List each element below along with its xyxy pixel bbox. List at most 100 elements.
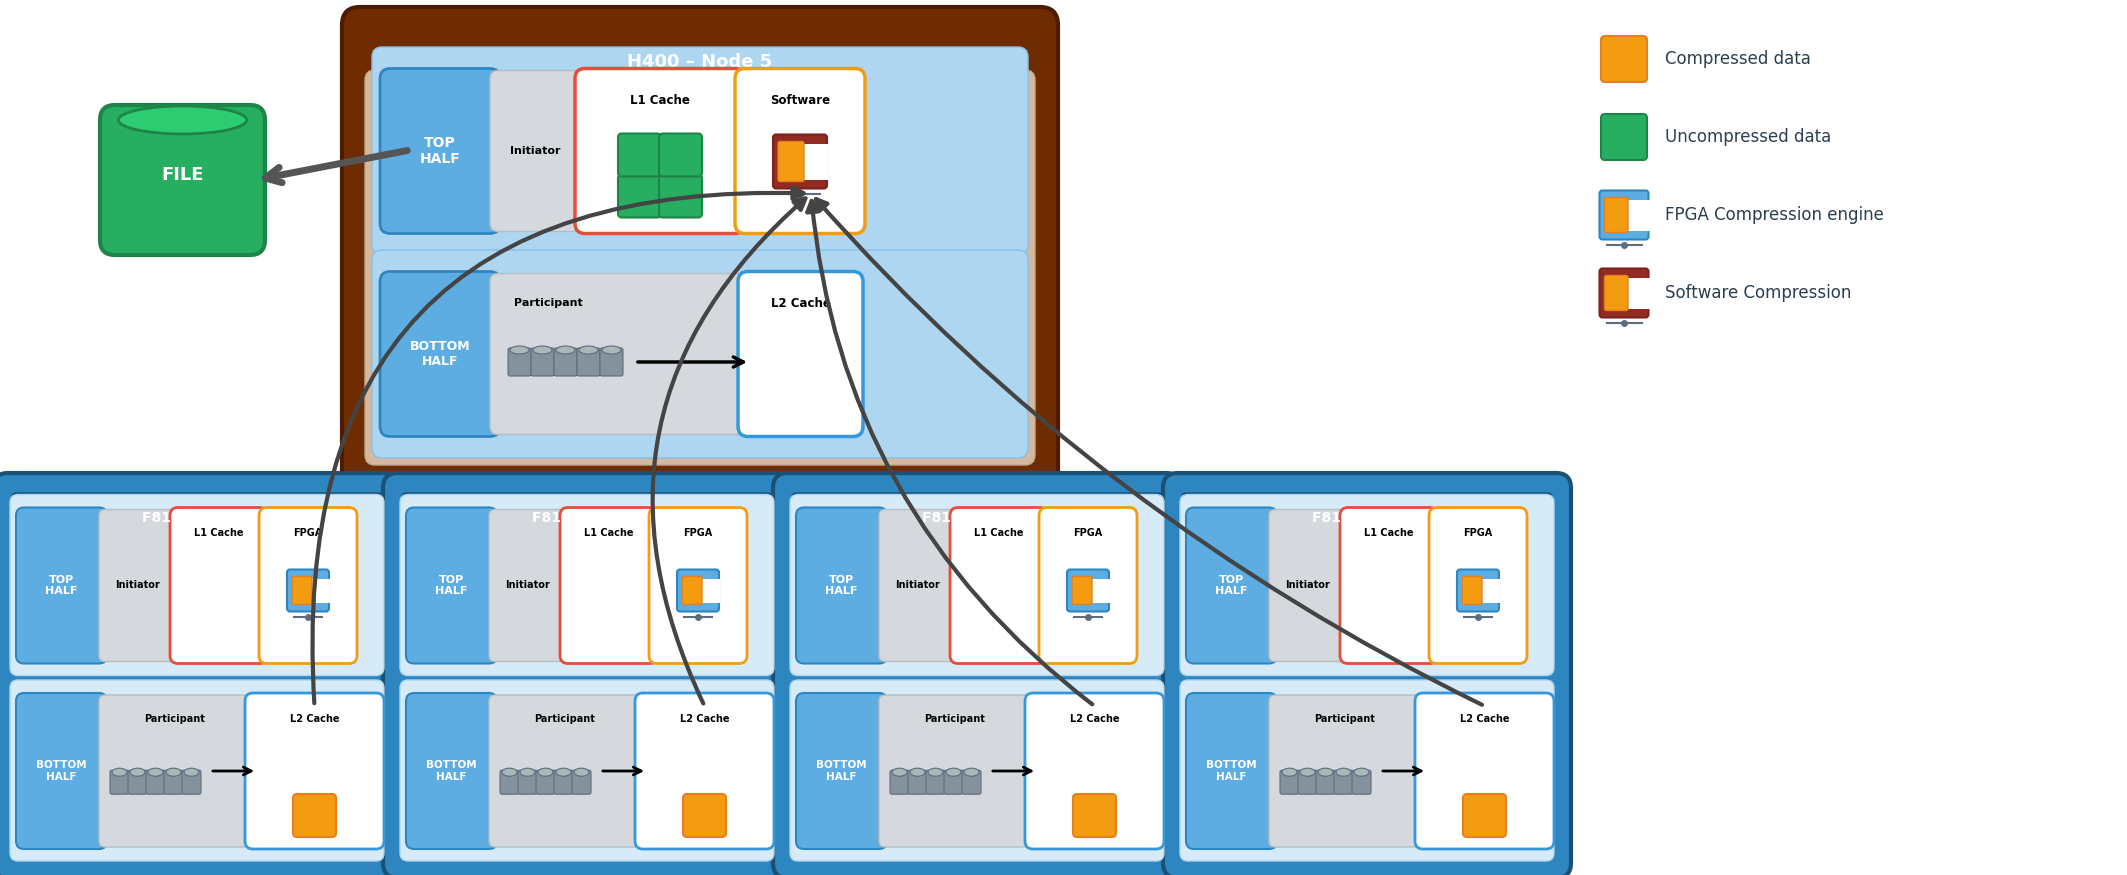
FancyBboxPatch shape [366,70,1036,465]
FancyBboxPatch shape [17,693,106,849]
FancyBboxPatch shape [245,693,385,849]
Text: Uncompressed data: Uncompressed data [1665,128,1831,146]
Text: Participant: Participant [925,714,985,724]
Text: H400 – Node 5: H400 – Node 5 [627,53,772,71]
Text: L2 Cache: L2 Cache [770,297,830,310]
Ellipse shape [1336,768,1351,776]
FancyBboxPatch shape [100,105,266,255]
FancyBboxPatch shape [878,509,955,662]
FancyBboxPatch shape [147,770,166,794]
FancyBboxPatch shape [536,770,555,794]
FancyBboxPatch shape [164,770,183,794]
FancyBboxPatch shape [406,507,498,663]
FancyBboxPatch shape [795,693,887,849]
Text: Initiator: Initiator [115,580,160,591]
Text: TOP
HALF: TOP HALF [1215,575,1249,596]
FancyBboxPatch shape [1461,577,1483,605]
Ellipse shape [555,768,570,776]
Ellipse shape [964,768,978,776]
Ellipse shape [519,768,536,776]
FancyBboxPatch shape [1457,570,1500,612]
Text: Initiator: Initiator [1285,580,1329,591]
FancyBboxPatch shape [11,680,385,861]
FancyBboxPatch shape [406,693,498,849]
Text: FPGA: FPGA [683,528,713,538]
Ellipse shape [149,768,164,776]
Ellipse shape [910,768,925,776]
Ellipse shape [502,768,517,776]
Text: FPGA: FPGA [1074,528,1102,538]
Ellipse shape [119,106,247,134]
FancyBboxPatch shape [1025,693,1163,849]
Ellipse shape [927,768,942,776]
FancyBboxPatch shape [889,770,908,794]
FancyBboxPatch shape [1340,507,1438,663]
FancyBboxPatch shape [1625,277,1651,309]
FancyBboxPatch shape [961,770,981,794]
FancyBboxPatch shape [1270,695,1421,847]
Text: F810 – Node 4: F810 – Node 4 [1312,512,1423,526]
FancyBboxPatch shape [13,493,383,544]
FancyBboxPatch shape [576,348,600,376]
FancyBboxPatch shape [772,473,1180,875]
FancyBboxPatch shape [291,577,313,605]
FancyBboxPatch shape [128,770,147,794]
FancyBboxPatch shape [400,494,774,676]
FancyBboxPatch shape [489,274,747,435]
FancyBboxPatch shape [489,695,640,847]
Text: BOTTOM
HALF: BOTTOM HALF [36,760,87,781]
Ellipse shape [534,346,553,354]
FancyBboxPatch shape [778,142,804,181]
FancyBboxPatch shape [1280,770,1300,794]
Ellipse shape [891,768,906,776]
FancyBboxPatch shape [1180,680,1555,861]
Ellipse shape [1300,768,1314,776]
FancyBboxPatch shape [951,507,1049,663]
FancyBboxPatch shape [1429,507,1527,663]
Text: BOTTOM
HALF: BOTTOM HALF [425,760,476,781]
FancyBboxPatch shape [1270,509,1346,662]
FancyBboxPatch shape [736,68,866,234]
FancyArrowPatch shape [808,201,1093,704]
FancyBboxPatch shape [1068,570,1108,612]
FancyBboxPatch shape [649,507,747,663]
FancyBboxPatch shape [372,250,1027,458]
FancyBboxPatch shape [11,494,385,676]
Text: Software Compression: Software Compression [1665,284,1850,302]
FancyBboxPatch shape [789,680,1163,861]
Ellipse shape [579,346,598,354]
FancyBboxPatch shape [1625,200,1651,230]
FancyBboxPatch shape [342,7,1057,488]
FancyBboxPatch shape [795,507,887,663]
Text: L1 Cache: L1 Cache [630,94,689,107]
Text: BOTTOM
HALF: BOTTOM HALF [1206,760,1257,781]
FancyBboxPatch shape [294,794,336,837]
Ellipse shape [602,346,621,354]
FancyBboxPatch shape [170,507,268,663]
FancyBboxPatch shape [791,493,1161,544]
Ellipse shape [947,768,961,776]
Text: FPGA Compression engine: FPGA Compression engine [1665,206,1885,224]
Text: F810 – Node 2: F810 – Node 2 [532,512,642,526]
FancyBboxPatch shape [925,770,944,794]
FancyBboxPatch shape [1604,276,1627,311]
FancyBboxPatch shape [1414,693,1555,849]
FancyBboxPatch shape [100,509,177,662]
FancyBboxPatch shape [800,144,827,179]
Text: L2 Cache: L2 Cache [289,714,338,724]
FancyBboxPatch shape [17,507,106,663]
FancyBboxPatch shape [287,570,330,612]
FancyBboxPatch shape [659,174,702,218]
FancyBboxPatch shape [683,577,702,605]
FancyBboxPatch shape [553,348,576,376]
Text: L1 Cache: L1 Cache [585,528,634,538]
FancyBboxPatch shape [559,507,657,663]
Bar [374,37,1025,87]
Text: FPGA: FPGA [1463,528,1493,538]
Text: FPGA: FPGA [294,528,323,538]
FancyBboxPatch shape [619,134,661,177]
FancyBboxPatch shape [1038,507,1138,663]
FancyBboxPatch shape [1602,36,1646,82]
Text: L1 Cache: L1 Cache [194,528,245,538]
FancyBboxPatch shape [500,770,519,794]
